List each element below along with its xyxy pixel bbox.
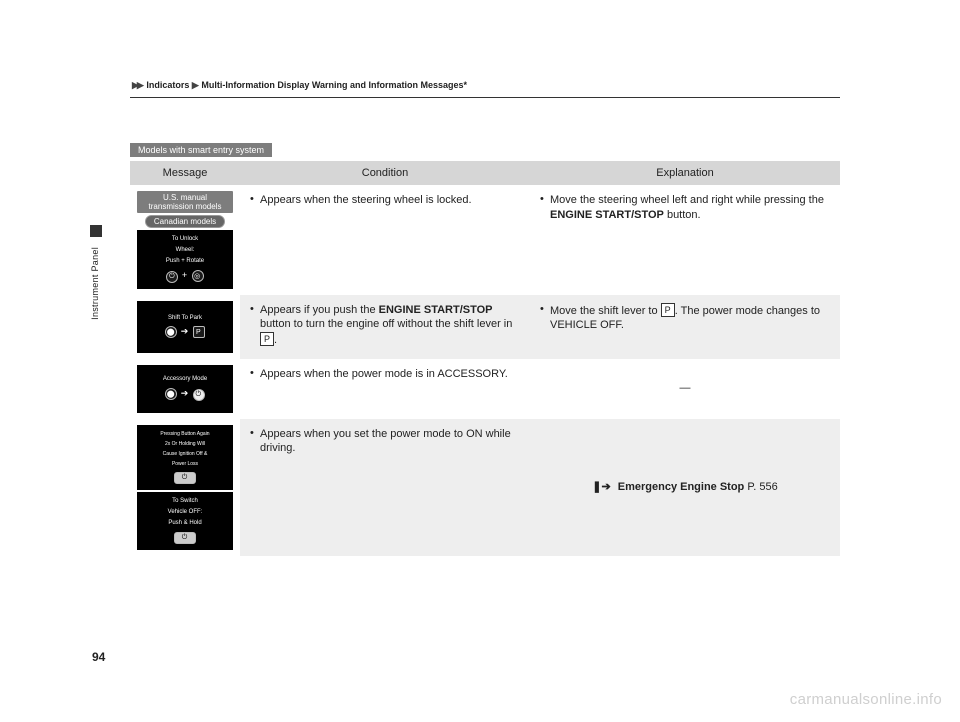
power-icon: ⏻ <box>193 389 205 401</box>
reference-page: P. 556 <box>744 481 777 493</box>
display-line: To Unlock <box>172 236 198 243</box>
model-label-canadian: Canadian models <box>145 215 225 228</box>
divider <box>130 97 840 98</box>
side-tab: Instrument Panel <box>90 225 106 335</box>
display-line: Push & Hold <box>168 520 201 527</box>
dash-placeholder: — <box>680 382 691 394</box>
display-screen: To Unlock Wheel: Push + Rotate ⏻ + ◎ <box>137 230 233 289</box>
steering-wheel-icon: ◎ <box>192 270 204 282</box>
display-icon-row: ⬤ ➔ P <box>165 326 205 339</box>
explanation-text: Move the shift lever to P. The power mod… <box>550 303 830 334</box>
p-keycap: P <box>260 332 274 346</box>
explanation-cell: — <box>530 359 840 419</box>
col-header-condition: Condition <box>240 161 530 185</box>
display-screen: To Switch Vehicle OFF: Push & Hold ⏻ <box>137 492 233 551</box>
condition-text: Appears if you push the ENGINE START/STO… <box>260 303 520 349</box>
table-row: Accessory Mode ⬤ ➔ ⏻ •Appears when the p… <box>130 359 840 419</box>
push-icon: ⏻ <box>166 271 178 283</box>
reference-arrow-icon: ❚➔ <box>592 481 610 493</box>
breadcrumb-part2: Multi-Information Display Warning and In… <box>201 80 463 90</box>
display-line: 2x Or Holding Will <box>165 441 205 447</box>
watermark: carmanualsonline.info <box>790 691 942 708</box>
arrow-icon: ➔ <box>181 388 193 398</box>
page-content: ▶▶ Indicators ▶ Multi-Information Displa… <box>130 80 840 556</box>
condition-cell: •Appears when the power mode is in ACCES… <box>240 359 530 419</box>
display-line: Pressing Button Again <box>160 431 209 437</box>
explanation-cell: ❚➔ Emergency Engine Stop P. 556 <box>530 419 840 557</box>
side-tab-marker <box>90 225 102 237</box>
cross-reference: ❚➔ Emergency Engine Stop P. 556 <box>540 480 830 493</box>
condition-text: Appears when the power mode is in ACCESS… <box>260 367 520 382</box>
col-header-explanation: Explanation <box>530 161 840 185</box>
explanation-cell: • Move the steering wheel left and right… <box>530 185 840 295</box>
power-button-icon: ⏻ <box>174 532 196 544</box>
display-line: Push + Rotate <box>166 258 204 265</box>
power-button-icon: ⏻ <box>174 472 196 484</box>
condition-cell: •Appears when the steering wheel is lock… <box>240 185 530 295</box>
breadcrumb-arrow-icon: ▶ <box>192 80 197 90</box>
section-label: Models with smart entry system <box>130 143 272 157</box>
display-line: Shift To Park <box>168 315 202 322</box>
breadcrumb: ▶▶ Indicators ▶ Multi-Information Displa… <box>130 80 840 91</box>
condition-text: Appears when you set the power mode to O… <box>260 427 520 457</box>
display-icon-row: ⬤ ➔ ⏻ <box>165 388 205 401</box>
message-cell: Pressing Button Again 2x Or Holding Will… <box>130 419 240 557</box>
display-screen: Accessory Mode ⬤ ➔ ⏻ <box>137 365 233 413</box>
display-line: Vehicle OFF: <box>168 509 203 516</box>
table-row: Shift To Park ⬤ ➔ P • Appears if you pus… <box>130 295 840 359</box>
explanation-text: Move the steering wheel left and right w… <box>550 193 830 223</box>
condition-cell: • Appears if you push the ENGINE START/S… <box>240 295 530 359</box>
display-screen: Shift To Park ⬤ ➔ P <box>137 301 233 353</box>
display-icon-row: ⏻ + ◎ <box>166 270 203 283</box>
plus-icon: + <box>182 270 192 280</box>
table-row: U.S. manual transmission models Canadian… <box>130 185 840 295</box>
model-label-us: U.S. manual transmission models <box>137 191 233 213</box>
message-table: Message Condition Explanation U.S. manua… <box>130 161 840 556</box>
condition-cell: •Appears when you set the power mode to … <box>240 419 530 557</box>
display-line: Power Loss <box>172 461 198 467</box>
table-row: Pressing Button Again 2x Or Holding Will… <box>130 419 840 557</box>
explanation-cell: • Move the shift lever to P. The power m… <box>530 295 840 359</box>
display-line: Cause Ignition Off & <box>163 451 208 457</box>
table-header-row: Message Condition Explanation <box>130 161 840 185</box>
arrow-icon: ➔ <box>181 326 193 336</box>
display-line: Accessory Mode <box>163 376 207 383</box>
message-cell: Shift To Park ⬤ ➔ P <box>130 295 240 359</box>
lever-icon: ⬤ <box>165 388 177 400</box>
display-line: Wheel: <box>176 247 195 254</box>
condition-text: Appears when the steering wheel is locke… <box>260 193 520 208</box>
display-icon-row: ⏻ <box>174 471 196 484</box>
reference-title: Emergency Engine Stop <box>618 481 745 493</box>
lever-icon: ⬤ <box>165 326 177 338</box>
breadcrumb-arrow-icon: ▶▶ <box>132 80 142 90</box>
breadcrumb-part1: Indicators <box>146 80 189 90</box>
display-line: To Switch <box>172 498 198 505</box>
display-icon-row: ⏻ <box>174 531 196 544</box>
message-cell: U.S. manual transmission models Canadian… <box>130 185 240 295</box>
page-number: 94 <box>92 650 105 664</box>
display-screen: Pressing Button Again 2x Or Holding Will… <box>137 425 233 490</box>
side-tab-label: Instrument Panel <box>90 247 100 320</box>
park-icon: P <box>193 326 205 338</box>
breadcrumb-asterisk: * <box>464 80 468 90</box>
col-header-message: Message <box>130 161 240 185</box>
message-cell: Accessory Mode ⬤ ➔ ⏻ <box>130 359 240 419</box>
p-keycap: P <box>661 303 675 317</box>
